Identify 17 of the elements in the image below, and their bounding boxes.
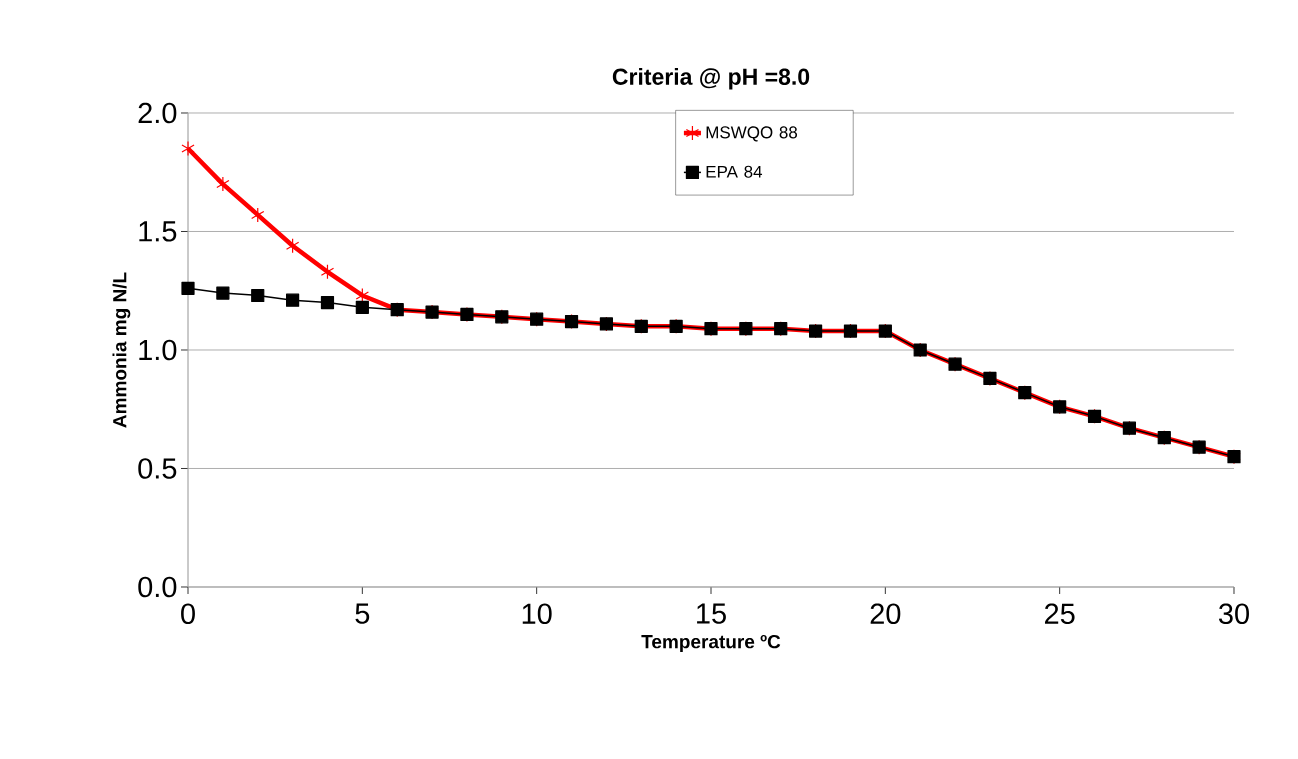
y-tick-label: 2.0 xyxy=(138,102,177,124)
y-tick-label: 1.0 xyxy=(139,339,177,361)
legend-label: MSWQO 88 xyxy=(706,126,798,142)
y-tick-label: 1.5 xyxy=(139,221,177,242)
y-axis-title: Ammonia mg N/L xyxy=(112,272,131,428)
y-tick-label: 0.0 xyxy=(138,576,177,598)
x-tick-label: 0 xyxy=(181,603,195,625)
x-tick-label: 30 xyxy=(1218,603,1249,625)
x-tick-label: 25 xyxy=(1045,603,1075,625)
x-tick-label: 10 xyxy=(522,603,552,625)
x-tick-label: 5 xyxy=(355,603,370,624)
x-axis-title: Temperature ºC xyxy=(641,634,781,653)
x-tick-label: 20 xyxy=(870,603,901,625)
chart-title: Criteria @ pH =8.0 xyxy=(612,68,810,90)
x-tick-label: 15 xyxy=(697,603,726,624)
legend-label: EPA 84 xyxy=(706,165,763,178)
y-tick-label: 0.5 xyxy=(138,458,177,479)
